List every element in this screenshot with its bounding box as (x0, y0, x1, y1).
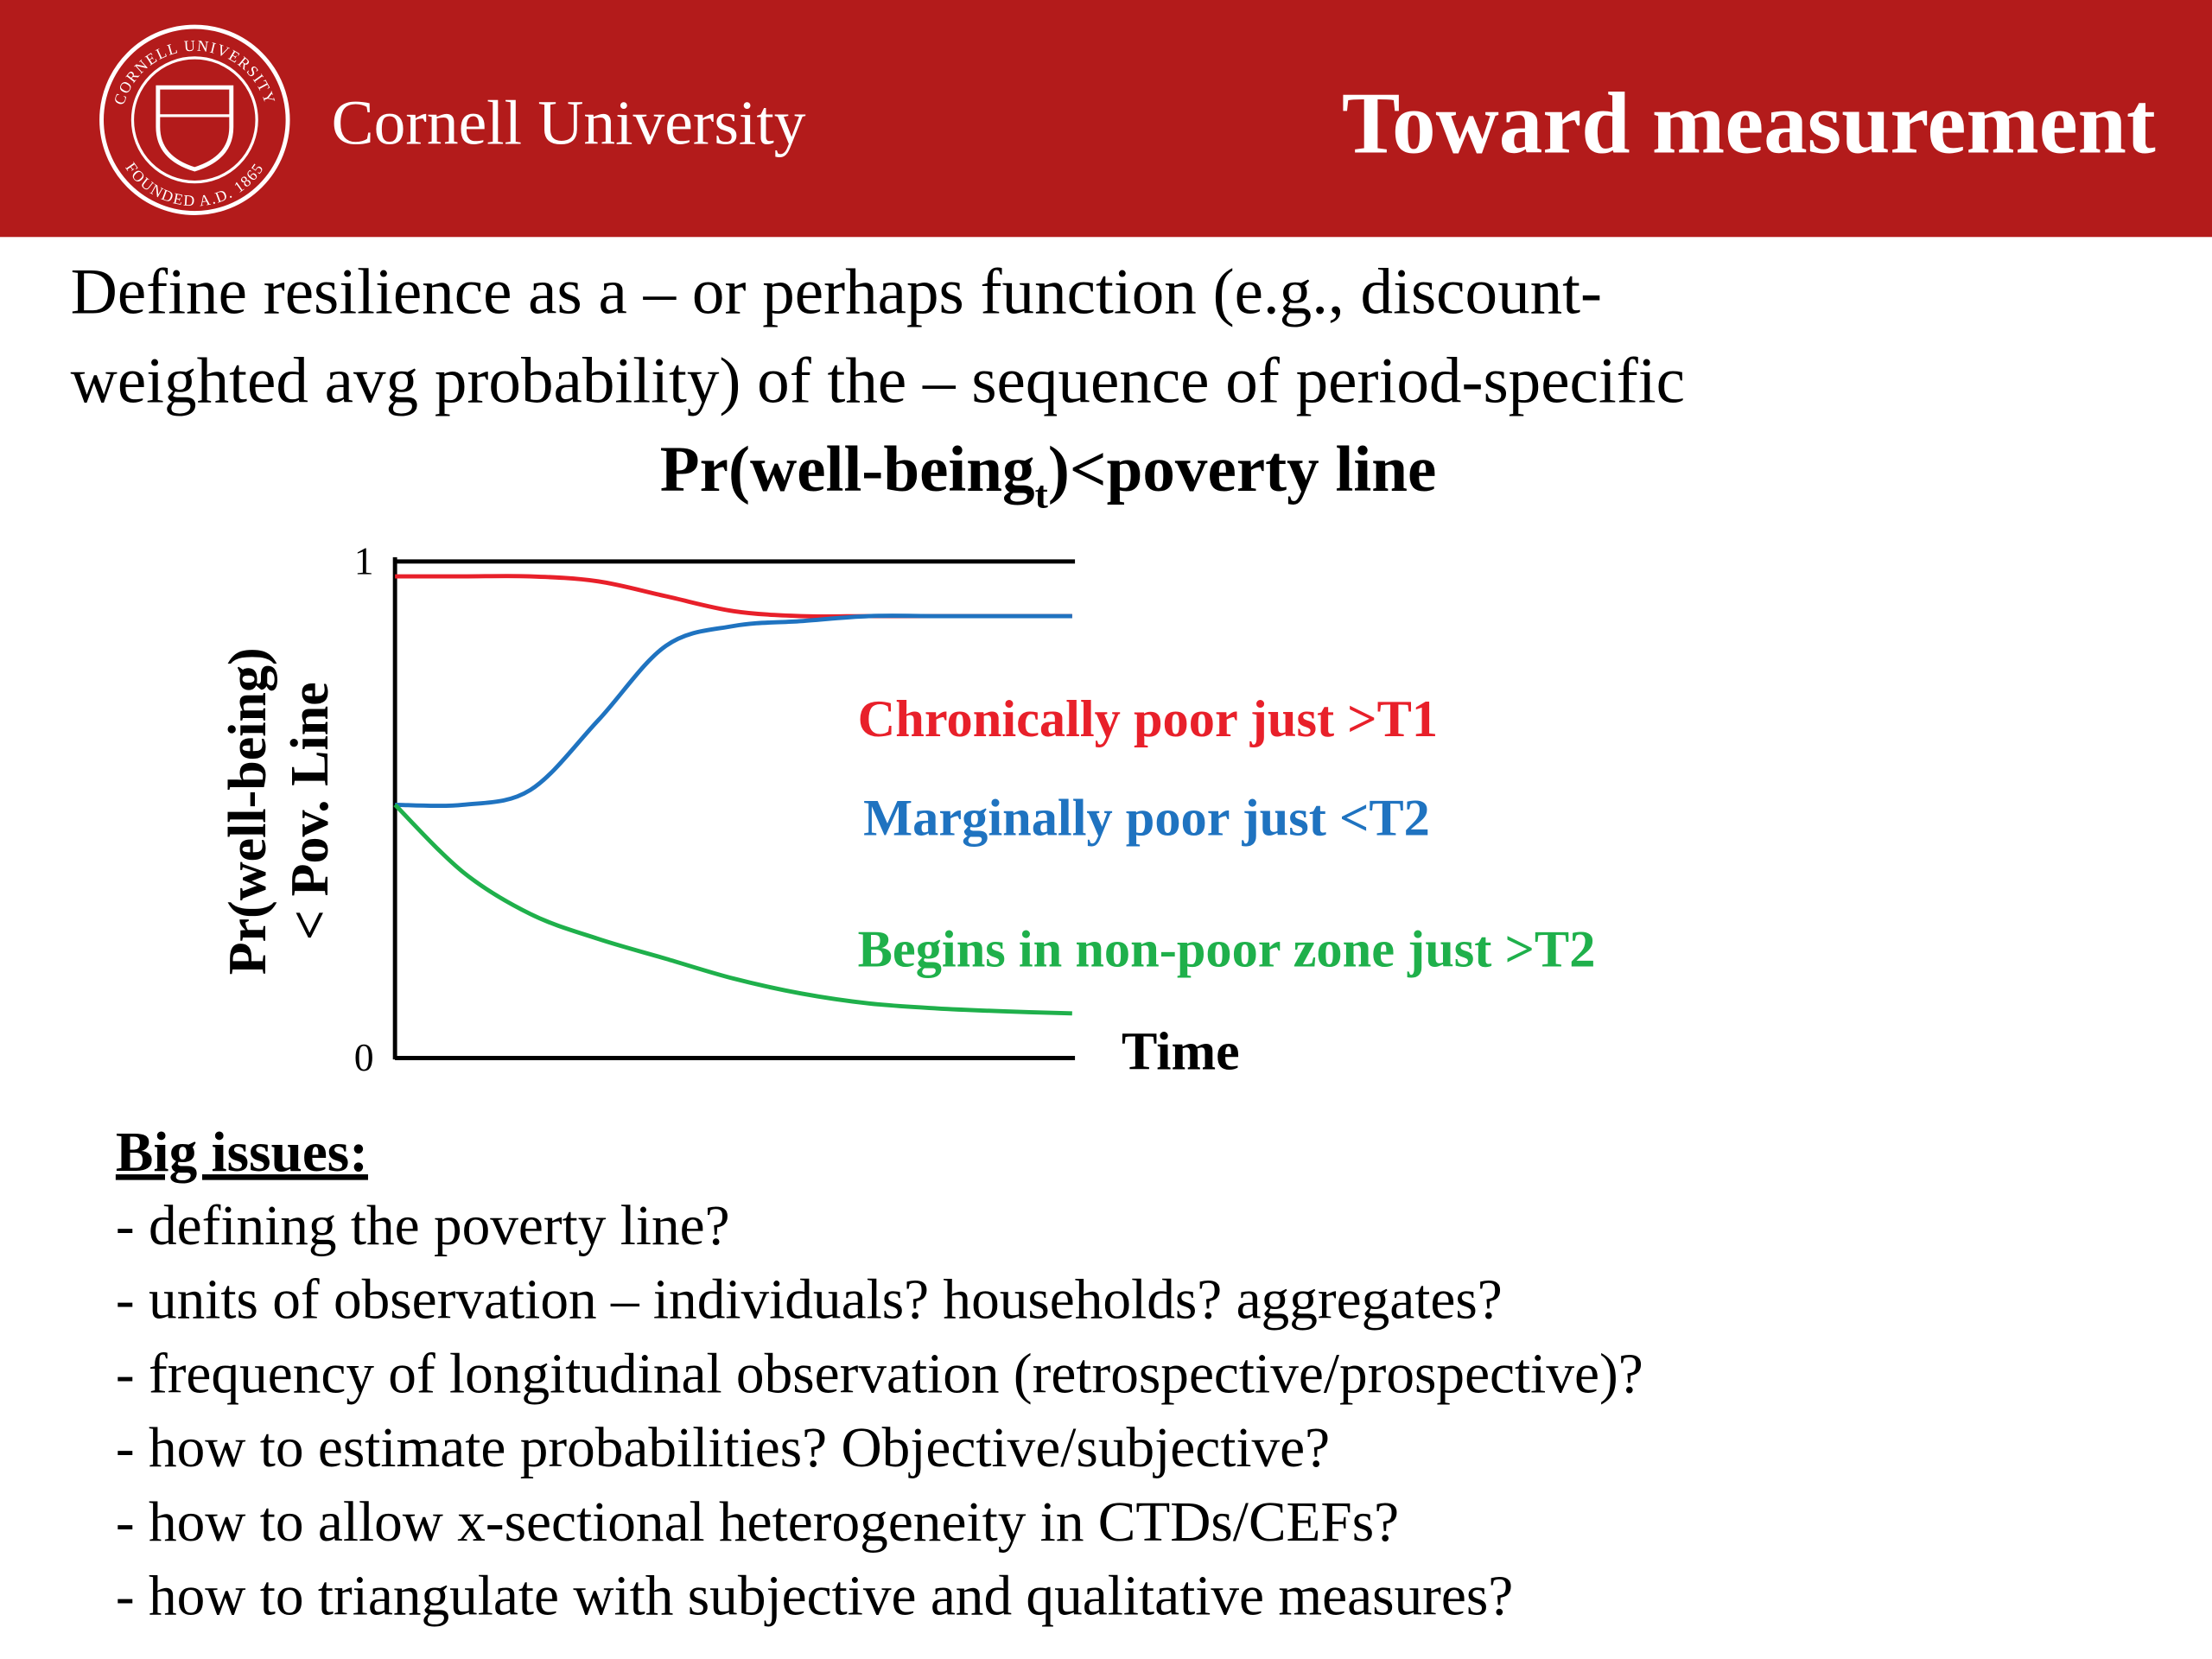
seal-inner (130, 56, 258, 184)
series-line (395, 574, 1072, 619)
logo (99, 24, 290, 215)
y-axis-label-line: Pr(well-being) (219, 647, 277, 975)
x-axis-label: Time (1122, 1023, 1240, 1082)
y-axis-label: Pr(well-being) < Pov. Line (219, 647, 340, 975)
formula-part: )<poverty line (1048, 434, 1436, 505)
formula-part: Pr(well-being (660, 434, 1035, 505)
intro-line: weighted avg probability) of the – seque… (71, 345, 1685, 416)
seal-shield (156, 85, 234, 172)
intro-line: Define resilience as a – or perhaps func… (71, 256, 1602, 327)
issue-item: - how to estimate probabilities? Objecti… (116, 1417, 1330, 1479)
issues-heading: Big issues: (116, 1122, 368, 1184)
series-line (395, 613, 1072, 809)
legend-label: Marginally poor just <T2 (863, 790, 1430, 848)
issues-list: - defining the poverty line? - units of o… (116, 1195, 1643, 1628)
y-tick-label: 0 (354, 1035, 374, 1079)
issue-item: - defining the poverty line? (116, 1195, 730, 1257)
slide-title: Toward measurement (1342, 74, 2156, 171)
chart: 0 1 Pr(well-being) < Pov. Line Time Chronical… (219, 538, 1595, 1081)
brand: Cornell University (332, 88, 806, 158)
formula: Pr(well-beingt)<poverty line (660, 434, 1436, 517)
series-line (393, 803, 1072, 1016)
seal-outer (99, 24, 290, 215)
issue-item: - frequency of longitudinal observation … (116, 1343, 1643, 1405)
legend-label: Chronically poor just >T1 (858, 690, 1438, 748)
header-band (0, 0, 2212, 238)
legend-label: Begins in non-poor zone just >T2 (858, 920, 1596, 978)
y-tick-label: 1 (354, 538, 374, 582)
y-axis-label-line: < Pov. Line (281, 682, 340, 940)
issue-item: - how to allow x-sectional heterogeneity… (116, 1491, 1399, 1554)
issue-item: - how to triangulate with subjective and… (116, 1566, 1513, 1628)
issue-item: - units of observation – individuals? ho… (116, 1269, 1503, 1332)
formula-subscript: t (1035, 473, 1049, 517)
